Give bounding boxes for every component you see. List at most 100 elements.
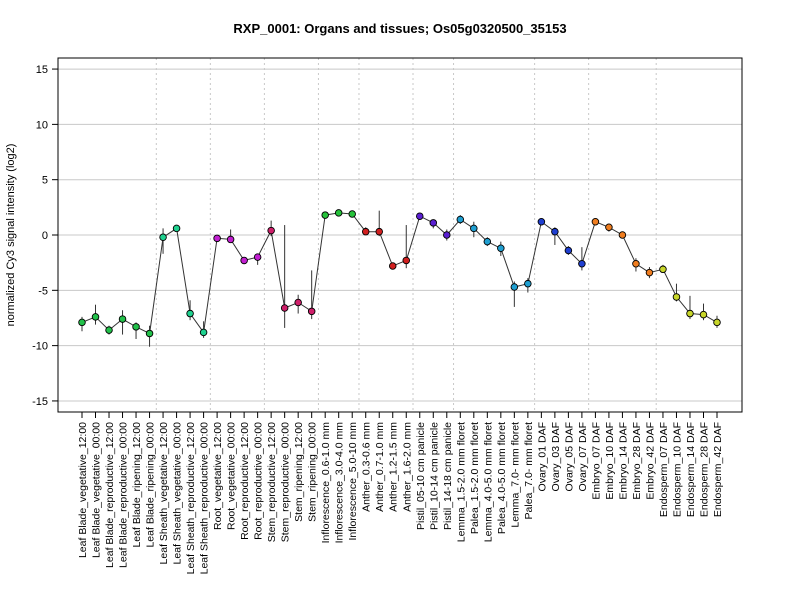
y-tick-label: -10	[32, 341, 48, 353]
x-tick-label: Embryo_28 DAF	[631, 422, 643, 500]
data-point	[294, 298, 302, 307]
x-tick-label: Root_reproductive_12:00	[239, 422, 251, 540]
y-tick-label: 5	[42, 175, 48, 187]
data-point	[172, 224, 181, 233]
data-point	[307, 307, 316, 316]
y-axis-label: normalized Cy3 signal intensity (log2)	[5, 144, 17, 327]
data-point	[240, 256, 248, 265]
data-point	[416, 212, 424, 220]
x-tick-label: Leaf Blade_vegetative_00:00	[91, 422, 103, 558]
x-tick-label: Palea_4.0-5.0 mm floret	[496, 422, 508, 534]
x-tick-label: Endosperm_28 DAF	[698, 422, 710, 517]
x-tick-label: Anther_1.6-2.0 mm	[401, 422, 413, 512]
x-tick-label: Ovary_03 DAF	[550, 422, 562, 491]
data-point	[361, 227, 370, 236]
data-point	[280, 304, 289, 312]
x-tick-label: Inflorescence_0.6-1.0 mm	[320, 422, 332, 544]
data-point	[524, 279, 532, 288]
data-point	[199, 328, 208, 337]
data-point	[132, 323, 140, 331]
data-point	[537, 217, 546, 226]
chart-title: RXP_0001: Organs and tissues; Os05g03205…	[233, 21, 566, 36]
x-tick-label: Anther_0.3-0.6 mm	[361, 422, 373, 512]
x-tick-label: Stem_reproductive_00:00	[280, 422, 292, 542]
x-tick-label: Embryo_14 DAF	[617, 422, 629, 500]
x-tick-label: Leaf Blade_vegetative_12:00	[77, 422, 89, 558]
x-tick-label: Inflorescence_5.0-10 mm	[347, 422, 359, 541]
data-point	[348, 210, 356, 218]
data-point	[375, 227, 383, 236]
x-tick-label: Inflorescence_3.0-4.0 mm	[334, 422, 346, 544]
data-point	[470, 224, 478, 233]
x-tick-label: Root_reproductive_00:00	[253, 422, 265, 540]
data-point	[497, 244, 505, 253]
x-tick-label: Stem_reproductive_12:00	[266, 422, 278, 542]
data-point	[267, 226, 275, 235]
x-tick-label: Leaf Blade_reproductive_00:00	[118, 422, 130, 568]
data-point	[483, 237, 492, 246]
data-point	[672, 293, 681, 301]
x-tick-label: Anther_0.7-1.0 mm	[374, 422, 386, 512]
x-tick-label: Anther_1.2-1.5 mm	[388, 422, 400, 512]
data-point	[632, 260, 640, 268]
plot-area: -15 -10 -5 0 5 10 15 Leaf Blade_vegetative_12:0…	[32, 57, 743, 575]
x-tick-label: Endosperm_10 DAF	[671, 422, 683, 517]
x-tick-label: Stem_ripening_00:00	[307, 422, 319, 522]
y-tick-label: -5	[38, 285, 48, 297]
data-point	[402, 256, 411, 265]
data-point	[118, 315, 127, 323]
data-point	[429, 219, 438, 227]
data-point	[388, 262, 397, 270]
data-point	[145, 329, 154, 338]
data-point	[443, 231, 451, 239]
data-point	[91, 313, 100, 321]
data-point	[334, 209, 343, 217]
data-point	[645, 268, 654, 277]
y-tick-label: -15	[32, 396, 48, 408]
x-tick-label: Embryo_07 DAF	[590, 422, 602, 500]
x-tick-label: Leaf Sheath_reproductive_00:00	[199, 422, 211, 575]
y-tick-label: 10	[36, 119, 48, 131]
x-tick-label: Lemma_7.0- mm floret	[509, 422, 521, 528]
x-tick-label: Leaf Blade_ripening_12:00	[131, 422, 143, 548]
data-point	[321, 211, 329, 219]
x-tick-label: Ovary_01 DAF	[536, 422, 548, 491]
x-tick-label: Pistil_10-14 cm panicle	[428, 422, 440, 530]
data-point	[713, 318, 721, 327]
x-tick-label: Endosperm_07 DAF	[658, 422, 670, 517]
x-tick-label: Embryo_42 DAF	[644, 422, 656, 500]
data-point	[159, 233, 167, 241]
data-point	[659, 265, 667, 274]
data-point	[510, 283, 519, 291]
x-tick-label: Ovary_07 DAF	[577, 422, 589, 491]
x-tick-label: Endosperm_42 DAF	[712, 422, 724, 517]
x-tick-label: Endosperm_14 DAF	[685, 422, 697, 517]
x-tick-label: Lemma_1.5-2.0 mm floret	[455, 422, 467, 542]
x-tick-label: Palea_7.0- mm floret	[523, 422, 535, 520]
y-tick-label: 0	[42, 230, 48, 242]
data-point	[253, 253, 262, 261]
x-tick-label: Leaf Sheath_reproductive_12:00	[185, 422, 197, 575]
x-tick-label: Stem_ripening_12:00	[293, 422, 305, 522]
data-point	[605, 223, 613, 232]
data-point	[105, 326, 113, 334]
x-tick-label: Root_vegetative_12:00	[212, 422, 224, 530]
x-tick-label: Leaf Sheath_vegetative_12:00	[158, 422, 170, 565]
data-point	[591, 217, 600, 226]
data-point	[618, 231, 627, 239]
data-point	[456, 215, 465, 224]
data-point	[213, 234, 221, 243]
x-tick-label: Leaf Blade_reproductive_12:00	[104, 422, 116, 568]
x-tick-label: Embryo_10 DAF	[604, 422, 616, 500]
data-point	[78, 318, 86, 327]
x-tick-label: Palea_1.5-2.0 mm floret	[469, 422, 481, 534]
data-point	[226, 235, 235, 244]
x-tick-label: Leaf Blade_ripening_00:00	[145, 422, 157, 548]
plot-frame	[57, 57, 743, 413]
x-tick-label: Ovary_05 DAF	[563, 422, 575, 491]
data-point	[564, 246, 573, 255]
y-tick-label: 15	[36, 64, 48, 76]
data-point	[699, 310, 708, 319]
